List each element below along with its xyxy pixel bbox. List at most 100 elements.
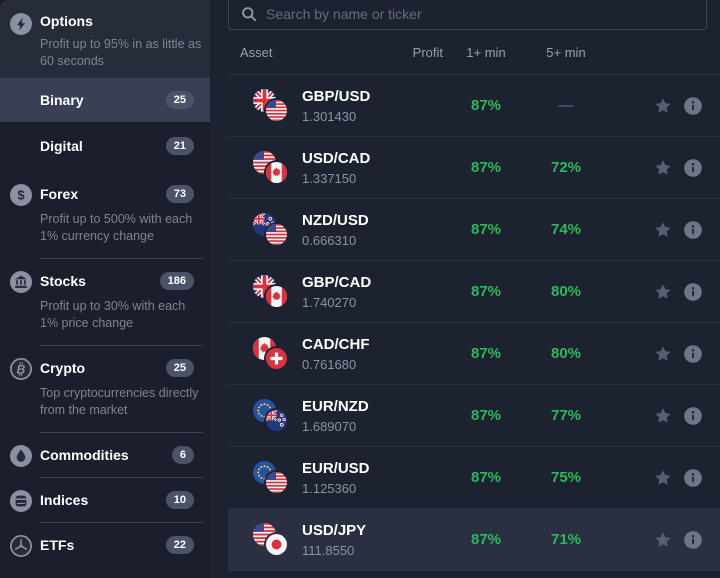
favorite-star-icon[interactable] xyxy=(653,220,673,240)
sidebar-commodities-count-badge: 6 xyxy=(171,446,194,464)
search-icon xyxy=(242,6,257,21)
sidebar-divider xyxy=(40,345,203,346)
favorite-star-icon[interactable] xyxy=(653,468,673,488)
profit-5min: 71% xyxy=(550,531,582,548)
sidebar-stocks-label: Stocks xyxy=(40,273,86,289)
favorite-star-icon[interactable] xyxy=(653,406,673,426)
favorite-star-icon[interactable] xyxy=(653,96,673,116)
favorite-star-icon[interactable] xyxy=(653,344,673,364)
sidebar-divider xyxy=(40,522,203,523)
flag-cad-icon xyxy=(266,285,287,307)
profit-5min: 77% xyxy=(550,407,582,424)
profit-5min: — xyxy=(558,97,574,114)
asset-row-gbpcad[interactable]: GBP/CAD 1.740270 87% 80% xyxy=(228,261,720,323)
sidebar-digital-label: Digital xyxy=(40,138,83,154)
favorite-star-icon[interactable] xyxy=(653,158,673,178)
asset-row-usdcad[interactable]: USD/CAD 1.337150 87% 72% xyxy=(228,137,720,199)
header-5min: 5+ min xyxy=(546,44,586,60)
profit-5min: 74% xyxy=(550,221,582,238)
options-lightning-icon xyxy=(10,13,32,35)
asset-row-nzdusd[interactable]: NZD/USD 0.666310 87% 74% xyxy=(228,199,720,261)
sidebar-stocks-description: Profit up to 30% with each 1% price chan… xyxy=(40,299,186,330)
flag-usd-icon xyxy=(266,471,287,493)
forex-dollar-icon: $ xyxy=(10,184,32,206)
flag-usd-icon xyxy=(266,223,287,245)
commodities-droplet-icon xyxy=(10,445,32,467)
pair-name: GBP/USD xyxy=(302,87,371,105)
sidebar-item-indices[interactable]: Indices 10 xyxy=(0,478,210,522)
asset-cell: NZD/USD 0.666310 xyxy=(302,212,451,248)
header-profit: Profit xyxy=(412,44,443,60)
search-input[interactable] xyxy=(266,6,696,22)
asset-cell: GBP/USD 1.301430 xyxy=(302,88,451,124)
pair-price: 1.740270 xyxy=(302,294,357,310)
stocks-bank-icon xyxy=(10,271,32,293)
sidebar-forex-label: Forex xyxy=(40,186,79,202)
sidebar-item-commodities[interactable]: Commodities 6 xyxy=(0,433,210,477)
profit-1min: 87% xyxy=(470,97,502,114)
sidebar-stocks-count-badge: 186 xyxy=(159,272,194,290)
info-icon[interactable] xyxy=(683,468,703,488)
sidebar-divider xyxy=(40,258,203,259)
profit-1min: 87% xyxy=(470,407,502,424)
pair-price: 111.8550 xyxy=(302,542,355,558)
pair-price: 1.125360 xyxy=(302,480,357,496)
pair-name: NZD/USD xyxy=(302,211,369,229)
flag-pair xyxy=(253,150,289,185)
asset-row-cadchf[interactable]: CAD/CHF 0.761680 87% 80% xyxy=(228,323,720,385)
sidebar-crypto-count-badge: 25 xyxy=(165,359,194,377)
asset-cell: CAD/CHF 0.761680 xyxy=(302,336,451,372)
sidebar-etfs-label: ETFs xyxy=(40,537,75,553)
info-icon[interactable] xyxy=(683,158,703,178)
sidebar-item-options[interactable]: Options Profit up to 95% in as little as… xyxy=(0,0,210,78)
sidebar-crypto-label: Crypto xyxy=(40,360,86,376)
info-icon[interactable] xyxy=(683,530,703,550)
info-icon[interactable] xyxy=(683,96,703,116)
flag-pair xyxy=(253,88,289,123)
profit-5min: 75% xyxy=(550,469,582,486)
info-icon[interactable] xyxy=(683,406,703,426)
favorite-star-icon[interactable] xyxy=(653,282,673,302)
flag-chf-icon xyxy=(266,347,287,369)
search-bar xyxy=(228,0,707,30)
info-icon[interactable] xyxy=(683,220,703,240)
asset-cell: USD/JPY 111.8550 xyxy=(302,522,451,558)
sidebar-commodities-label: Commodities xyxy=(40,447,129,463)
pair-price: 0.666310 xyxy=(302,232,357,248)
header-1min: 1+ min xyxy=(466,44,506,60)
sidebar-crypto-description: Top cryptocurrencies directly from the m… xyxy=(40,386,199,417)
sidebar-binary-label: Binary xyxy=(40,92,84,108)
asset-category-sidebar: Options Profit up to 95% in as little as… xyxy=(0,0,210,578)
info-icon[interactable] xyxy=(683,282,703,302)
asset-row-gbpusd[interactable]: GBP/USD 1.301430 87% — xyxy=(228,75,720,137)
sidebar-item-forex[interactable]: $ Forex 73 Profit up to 500% with each 1… xyxy=(0,172,210,258)
flag-jpy-icon xyxy=(266,533,287,555)
indices-stack-icon xyxy=(10,490,32,512)
profit-1min: 87% xyxy=(470,283,502,300)
sidebar-indices-count-badge: 10 xyxy=(165,491,194,509)
profit-1min: 87% xyxy=(470,345,502,362)
flag-usd-icon xyxy=(266,99,287,121)
asset-cell: EUR/NZD 1.689070 xyxy=(302,398,451,434)
pair-name: EUR/USD xyxy=(302,459,370,477)
info-icon[interactable] xyxy=(683,344,703,364)
sidebar-item-etfs[interactable]: ETFs 22 xyxy=(0,523,210,567)
svg-text:B: B xyxy=(17,362,26,376)
sidebar-etfs-count-badge: 22 xyxy=(165,536,194,554)
pair-name: GBP/CAD xyxy=(302,273,372,291)
flag-pair xyxy=(253,522,289,557)
sidebar-indices-label: Indices xyxy=(40,492,89,508)
sidebar-digital-count-badge: 21 xyxy=(165,137,194,155)
pair-name: USD/CAD xyxy=(302,149,371,167)
favorite-star-icon[interactable] xyxy=(653,530,673,550)
sidebar-item-digital[interactable]: Digital 21 xyxy=(0,124,210,168)
profit-5min: 80% xyxy=(550,283,582,300)
profit-5min: 80% xyxy=(550,345,582,362)
sidebar-item-crypto[interactable]: B Crypto 25 Top cryptocurrencies directl… xyxy=(0,346,210,432)
asset-row-eurnzd[interactable]: EUR/NZD 1.689070 87% 77% xyxy=(228,385,720,447)
asset-row-eurusd[interactable]: EUR/USD 1.125360 87% 75% xyxy=(228,447,720,509)
asset-row-usdjpy[interactable]: USD/JPY 111.8550 87% 71% xyxy=(228,509,720,571)
sidebar-item-stocks[interactable]: Stocks 186 Profit up to 30% with each 1%… xyxy=(0,259,210,345)
sidebar-item-binary[interactable]: Binary 25 xyxy=(0,78,210,122)
